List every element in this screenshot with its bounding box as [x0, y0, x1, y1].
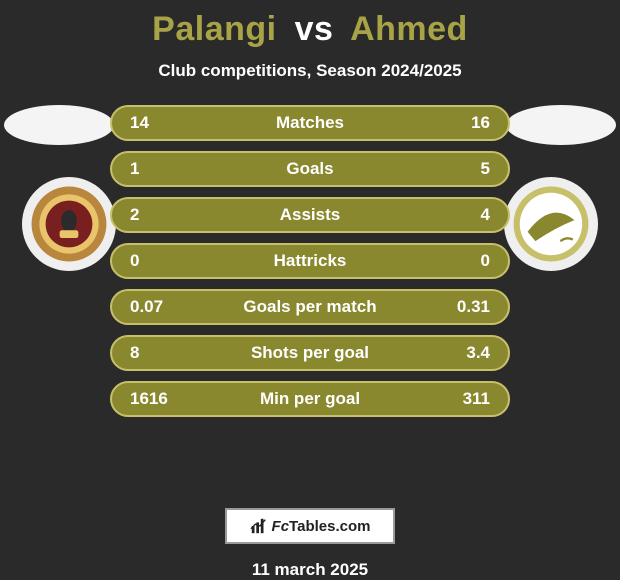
stat-row: 0 Hattricks 0: [110, 243, 510, 279]
stat-row: 14 Matches 16: [110, 105, 510, 141]
stat-label: Shots per goal: [190, 343, 430, 363]
stat-row: 1616 Min per goal 311: [110, 381, 510, 417]
stat-right-value: 0: [430, 251, 490, 271]
stat-right-value: 311: [430, 389, 490, 409]
stat-right-value: 5: [430, 159, 490, 179]
player2-name: Ahmed: [350, 10, 468, 48]
vs-label: vs: [295, 10, 334, 48]
subtitle: Club competitions, Season 2024/2025: [158, 61, 461, 81]
player1-club-crest: [22, 177, 116, 271]
stat-label: Hattricks: [190, 251, 430, 271]
stat-label: Matches: [190, 113, 430, 133]
bar-chart-icon: [250, 517, 268, 535]
player2-flag-placeholder: [506, 105, 616, 145]
stat-left-value: 8: [130, 343, 190, 363]
comparison-body: 14 Matches 16 1 Goals 5 2 Assists 4 0 Ha…: [0, 105, 620, 168]
brand-badge[interactable]: FcTables.com: [225, 508, 395, 544]
club-crest-icon: [30, 185, 108, 263]
stat-label: Assists: [190, 205, 430, 225]
stat-label: Goals: [190, 159, 430, 179]
footer-date: 11 march 2025: [252, 560, 368, 580]
stat-label: Min per goal: [190, 389, 430, 409]
stat-label: Goals per match: [190, 297, 430, 317]
stat-left-value: 14: [130, 113, 190, 133]
stat-right-value: 3.4: [430, 343, 490, 363]
stat-row: 2 Assists 4: [110, 197, 510, 233]
stat-left-value: 2: [130, 205, 190, 225]
page-title: Palangi vs Ahmed: [152, 10, 468, 49]
club-crest-icon: [512, 185, 590, 263]
stat-left-value: 0.07: [130, 297, 190, 317]
stat-right-value: 16: [430, 113, 490, 133]
stat-row: 0.07 Goals per match 0.31: [110, 289, 510, 325]
stat-right-value: 0.31: [430, 297, 490, 317]
stat-left-value: 1616: [130, 389, 190, 409]
player2-club-crest: [504, 177, 598, 271]
stat-right-value: 4: [430, 205, 490, 225]
player1-name: Palangi: [152, 10, 276, 48]
stat-left-value: 0: [130, 251, 190, 271]
stat-row: 8 Shots per goal 3.4: [110, 335, 510, 371]
brand-text: FcTables.com: [272, 518, 371, 535]
stats-table: 14 Matches 16 1 Goals 5 2 Assists 4 0 Ha…: [110, 105, 510, 417]
player1-flag-placeholder: [4, 105, 114, 145]
stat-left-value: 1: [130, 159, 190, 179]
stat-row: 1 Goals 5: [110, 151, 510, 187]
